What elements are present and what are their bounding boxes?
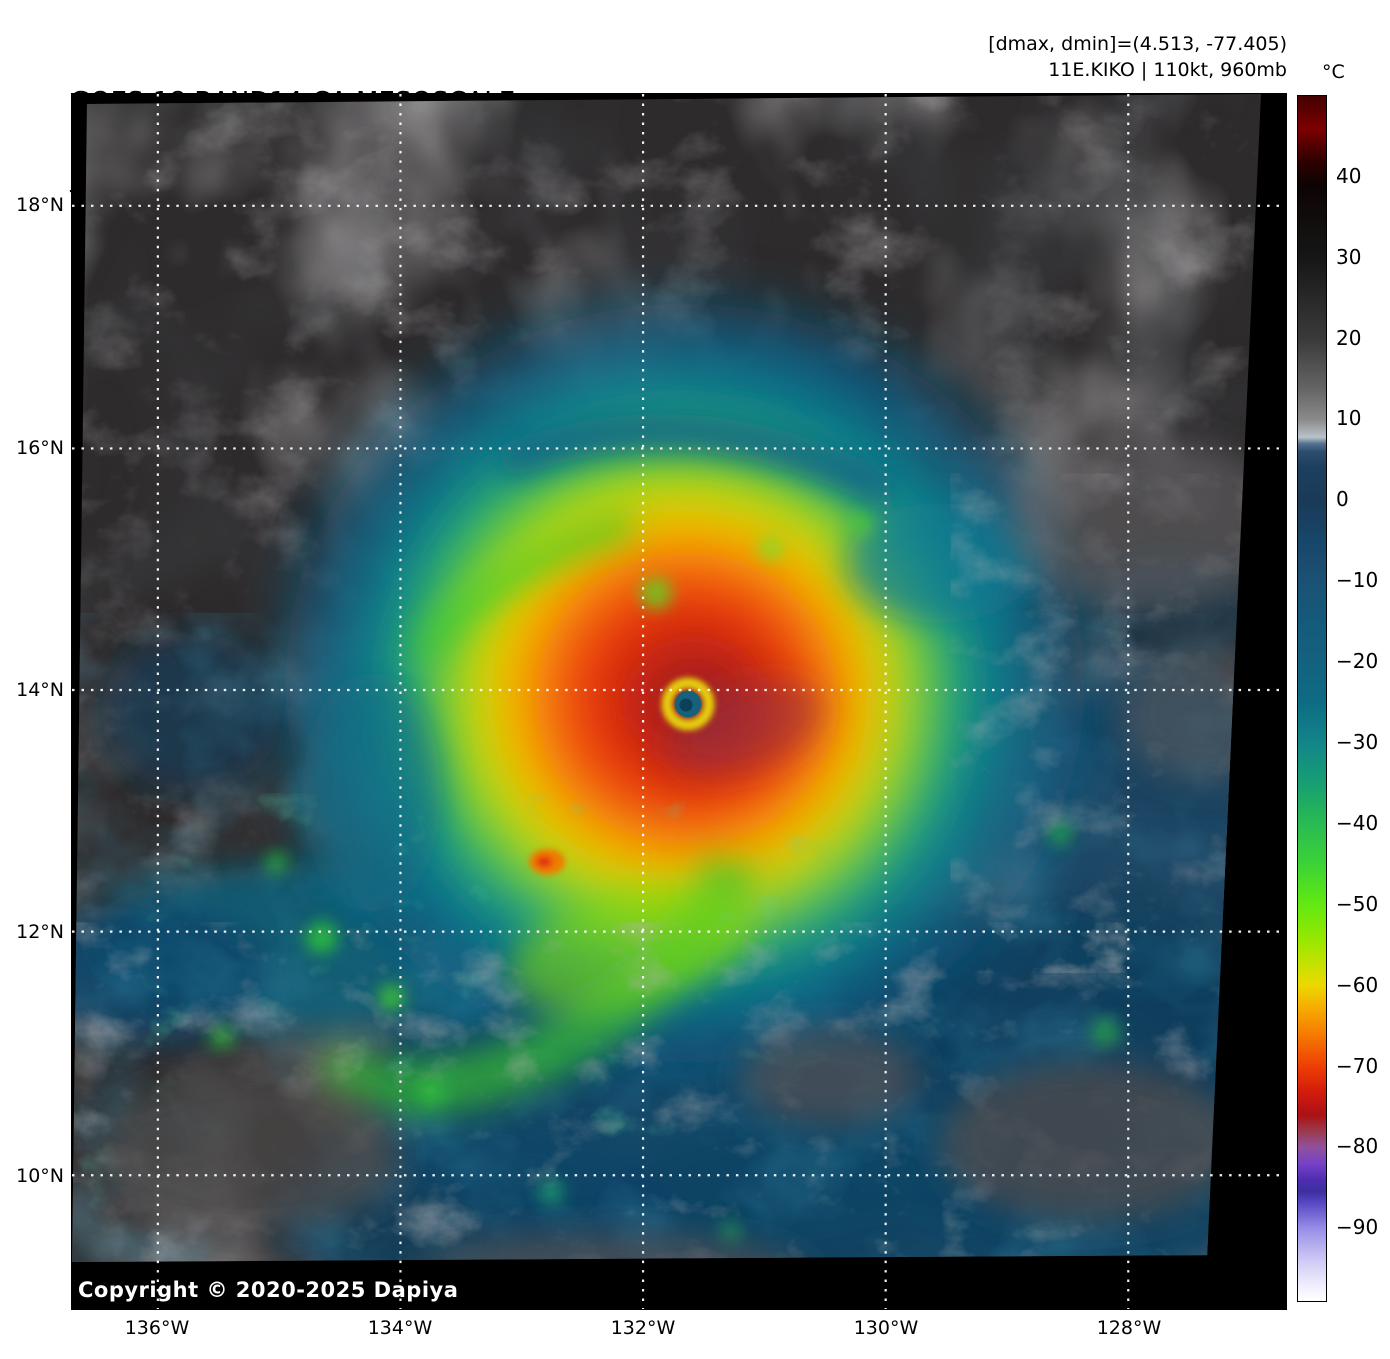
lon-tick-label: 132°W bbox=[610, 1317, 676, 1339]
gray-cloud-patches bbox=[101, 438, 1262, 1263]
storm-info-label: 11E.KIKO | 110kt, 960mb bbox=[1048, 59, 1287, 81]
colorbar-tick-label: −30 bbox=[1336, 730, 1379, 754]
satellite-map bbox=[71, 93, 1287, 1310]
colorbar-unit-label: °C bbox=[1322, 61, 1345, 83]
colorbar-tick-label: −80 bbox=[1336, 1134, 1379, 1158]
copyright-label: Copyright © 2020-2025 Dapiya bbox=[78, 1278, 459, 1302]
lon-tick-label: 130°W bbox=[853, 1317, 919, 1339]
colorbar-tick-label: 0 bbox=[1336, 487, 1349, 511]
lat-tick-label: 16°N bbox=[16, 437, 64, 459]
colorbar-tick-label: −60 bbox=[1336, 973, 1379, 997]
lat-tick-label: 12°N bbox=[16, 921, 64, 943]
lon-tick-label: 134°W bbox=[367, 1317, 433, 1339]
colorbar-tick-label: −70 bbox=[1336, 1054, 1379, 1078]
colorbar-tick-label: 20 bbox=[1336, 326, 1362, 350]
colorbar-gradient bbox=[1298, 96, 1326, 1301]
eyewall bbox=[661, 677, 715, 731]
map-gridlines bbox=[72, 94, 1286, 1309]
lat-tick-label: 14°N bbox=[16, 679, 64, 701]
colorbar-tick-label: 40 bbox=[1336, 164, 1362, 188]
lat-tick-label: 10°N bbox=[16, 1165, 64, 1187]
colorbar-tick-label: 30 bbox=[1336, 245, 1362, 269]
colorbar-tick-label: −50 bbox=[1336, 892, 1379, 916]
lon-tick-label: 128°W bbox=[1096, 1317, 1162, 1339]
lat-tick-label: 18°N bbox=[16, 194, 64, 216]
colorbar-tick-label: −90 bbox=[1336, 1215, 1379, 1239]
colorbar-tick-label: −10 bbox=[1336, 568, 1379, 592]
colorbar bbox=[1297, 95, 1327, 1302]
colorbar-tick-label: −40 bbox=[1336, 811, 1379, 835]
colorbar-tick-label: 10 bbox=[1336, 406, 1362, 430]
satellite-data-sector bbox=[72, 94, 1262, 1263]
dmax-dmin-label: [dmax, dmin]=(4.513, -77.405) bbox=[988, 33, 1287, 55]
satellite-image bbox=[72, 94, 1286, 1309]
figure-header-right: [dmax, dmin]=(4.513, -77.405) 11E.KIKO |… bbox=[988, 31, 1287, 83]
colorbar-tick-label: −20 bbox=[1336, 649, 1379, 673]
lon-tick-label: 136°W bbox=[124, 1317, 190, 1339]
